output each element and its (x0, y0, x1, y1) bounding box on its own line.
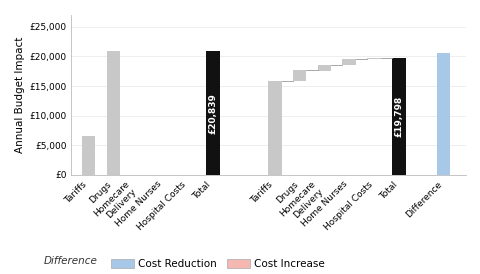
Text: £20,839: £20,839 (208, 93, 217, 133)
Bar (205, 52, 219, 175)
Legend: Cost Reduction, Cost Increase: Cost Reduction, Cost Increase (111, 259, 324, 269)
Bar (367, 58, 380, 59)
Bar (342, 59, 355, 65)
Bar (107, 50, 120, 175)
Bar (436, 53, 450, 175)
Bar (317, 65, 331, 71)
Text: Difference: Difference (43, 256, 97, 266)
Bar (82, 136, 96, 175)
Bar (292, 70, 306, 81)
Text: £19,798: £19,798 (394, 96, 403, 137)
Bar (391, 58, 405, 175)
Y-axis label: Annual Budget Impact: Annual Budget Impact (15, 37, 25, 153)
Bar (267, 81, 281, 175)
